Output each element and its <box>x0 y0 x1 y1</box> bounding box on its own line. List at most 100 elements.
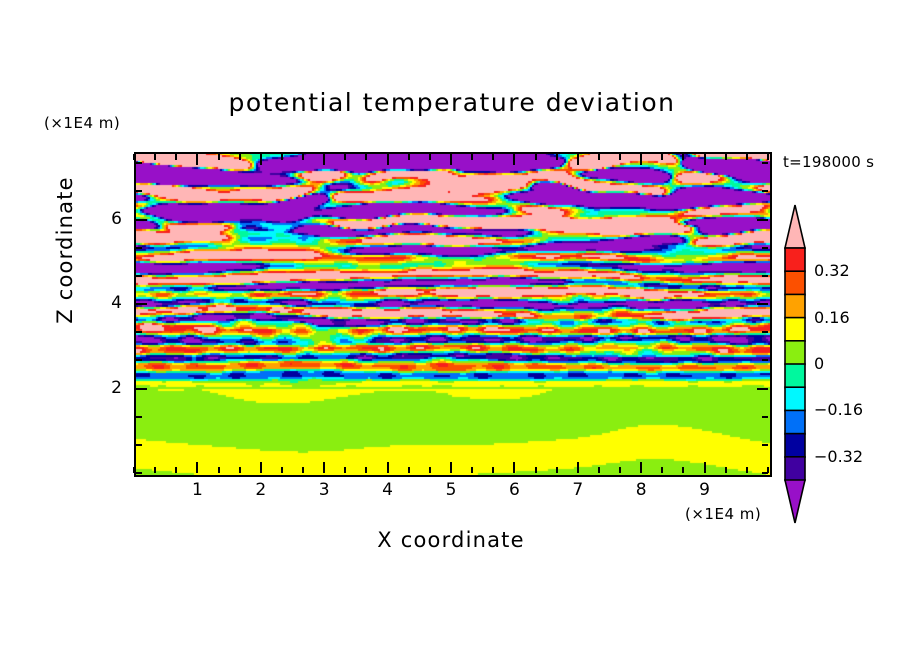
x-tick-minor-top <box>429 154 431 160</box>
colorbar <box>783 204 807 524</box>
x-tick-minor <box>302 467 304 473</box>
x-tick-major <box>387 462 389 473</box>
x-tick-major-top <box>450 154 452 165</box>
x-tick-major-top <box>513 154 515 165</box>
y-tick-label: 6 <box>111 208 122 229</box>
x-tick-minor <box>344 467 346 473</box>
colorbar-swatches <box>783 204 807 524</box>
colorbar-tick-label: 0 <box>814 354 825 373</box>
x-tick-label: 2 <box>255 480 267 500</box>
colorbar-band <box>784 432 806 459</box>
x-tick-minor <box>154 467 156 473</box>
x-tick-minor <box>408 467 410 473</box>
colorbar-band <box>784 340 806 366</box>
x-tick-minor <box>429 467 431 473</box>
x-tick-minor-top <box>725 154 727 160</box>
colorbar-band <box>784 247 806 273</box>
x-tick-major-top <box>640 154 642 165</box>
x-tick-minor-top <box>492 154 494 160</box>
x-tick-major <box>640 462 642 473</box>
y-tick-major-right <box>757 303 768 305</box>
x-tick-minor-top <box>598 154 600 160</box>
contour-plot-area <box>134 152 772 477</box>
x-tick-major <box>513 462 515 473</box>
x-tick-label: 3 <box>318 480 330 500</box>
x-tick-minor <box>598 467 600 473</box>
x-tick-minor <box>725 467 727 473</box>
y-tick-minor <box>136 190 142 192</box>
x-tick-minor <box>281 467 283 473</box>
x-tick-minor-top <box>535 154 537 160</box>
x-tick-minor <box>239 467 241 473</box>
x-tick-minor <box>767 467 769 473</box>
y-tick-minor <box>136 247 142 249</box>
x-tick-minor-top <box>154 154 156 160</box>
colorbar-band <box>784 456 806 482</box>
page-title: potential temperature deviation <box>228 88 676 117</box>
y-tick-major <box>136 303 147 305</box>
y-tick-minor <box>136 472 142 474</box>
x-tick-minor <box>661 467 663 473</box>
x-tick-minor-top <box>344 154 346 160</box>
x-tick-minor <box>175 467 177 473</box>
y-tick-minor-right <box>762 416 768 418</box>
colorbar-tick-label: −0.32 <box>814 446 864 466</box>
time-stamp-annotation: t=198000 s <box>783 153 875 171</box>
y-tick-label: 4 <box>111 293 122 314</box>
x-tick-major <box>196 462 198 473</box>
colorbar-under-arrow <box>783 479 807 524</box>
x-tick-minor-top <box>661 154 663 160</box>
colorbar-band <box>784 270 806 296</box>
x-tick-minor-top <box>175 154 177 160</box>
x-tick-major <box>704 462 706 473</box>
x-tick-major <box>577 462 579 473</box>
x-tick-minor-top <box>218 154 220 160</box>
y-tick-major <box>136 219 147 221</box>
y-tick-minor <box>136 444 142 446</box>
y-tick-label: 2 <box>111 377 122 398</box>
y-axis-title: Z coordinate <box>53 176 77 324</box>
x-tick-label: 6 <box>508 480 520 500</box>
x-tick-minor <box>471 467 473 473</box>
x-tick-minor-top <box>281 154 283 160</box>
colorbar-band <box>784 363 806 389</box>
y-tick-major <box>136 388 147 390</box>
x-tick-major <box>323 462 325 473</box>
y-tick-minor-right <box>762 190 768 192</box>
x-tick-major-top <box>387 154 389 165</box>
x-tick-minor-top <box>302 154 304 160</box>
y-tick-minor-right <box>762 331 768 333</box>
x-tick-major-top <box>260 154 262 165</box>
x-tick-major-top <box>196 154 198 165</box>
x-tick-minor-top <box>746 154 748 160</box>
x-tick-minor-top <box>471 154 473 160</box>
y-tick-minor-right <box>762 247 768 249</box>
x-tick-minor <box>492 467 494 473</box>
x-tick-label: 5 <box>445 480 457 500</box>
x-tick-major <box>450 462 452 473</box>
colorbar-tick-label: 0.16 <box>814 307 850 327</box>
z-axis-units-label: (×1E4 m) <box>44 114 121 132</box>
y-tick-major-right <box>757 388 768 390</box>
x-tick-minor-top <box>408 154 410 160</box>
x-tick-minor <box>746 467 748 473</box>
x-tick-minor-top <box>365 154 367 160</box>
y-tick-minor-right <box>762 444 768 446</box>
x-tick-label: 4 <box>382 480 393 500</box>
x-tick-major <box>260 462 262 473</box>
x-tick-minor <box>619 467 621 473</box>
x-tick-minor <box>133 467 135 473</box>
colorbar-tick-label: 0.32 <box>814 261 850 281</box>
colorbar-band <box>784 409 806 435</box>
y-tick-minor <box>136 275 142 277</box>
y-tick-major-right <box>757 219 768 221</box>
y-tick-minor-right <box>762 162 768 164</box>
x-tick-minor <box>218 467 220 473</box>
x-axis-units-label: (×1E4 m) <box>685 505 762 523</box>
colorbar-band <box>784 316 806 342</box>
x-tick-minor-top <box>682 154 684 160</box>
x-tick-minor <box>535 467 537 473</box>
x-tick-minor-top <box>619 154 621 160</box>
y-tick-minor <box>136 331 142 333</box>
x-tick-label: 7 <box>572 480 584 500</box>
